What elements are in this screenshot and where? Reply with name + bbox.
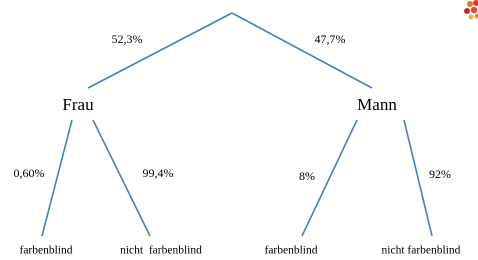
leaf-label: nicht farbenblind [120, 245, 202, 257]
edge-line [404, 120, 432, 236]
node-label: Frau [62, 95, 94, 114]
page: 52,3% 47,7% 0,60% 99,4% 8% 92% Frau Mann… [0, 0, 478, 260]
edge-label: 8% [299, 169, 315, 183]
edge-label: 47,7% [315, 32, 346, 46]
leaf-label: farbenblind [264, 245, 317, 257]
node-label: Mann [357, 95, 397, 114]
leaf-label: farbenblind [19, 245, 72, 257]
edge-label: 52,3% [112, 32, 143, 46]
edge-line [93, 120, 150, 236]
edge-line [42, 120, 72, 236]
edge-label: 92% [429, 167, 451, 181]
edge-line [232, 13, 372, 88]
edge-label: 99,4% [143, 166, 174, 180]
edge-line [88, 13, 232, 88]
edge-label: 0,60% [14, 166, 45, 180]
tree-diagram: 52,3% 47,7% 0,60% 99,4% 8% 92% Frau Mann… [0, 0, 478, 260]
leaf-label: nicht farbenblind [382, 245, 461, 257]
dot-icon [464, 0, 478, 20]
